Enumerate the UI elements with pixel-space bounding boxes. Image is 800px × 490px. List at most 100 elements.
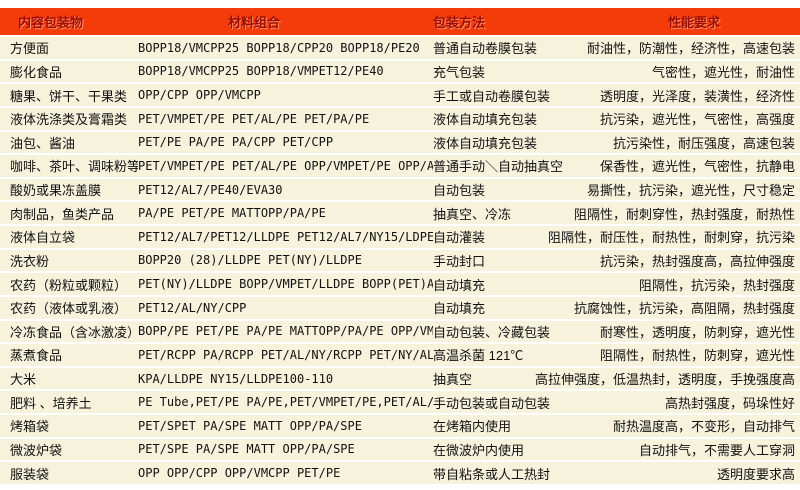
table-header: 内容包装物 材料组合 包装方法 性能要求 xyxy=(0,8,800,35)
cell-content-item: 大米 xyxy=(10,372,37,388)
cell-packaging-method: 在微波炉内使用 xyxy=(433,442,525,458)
cell-material-combination: PET12/AL7/PE40/EVA30 xyxy=(138,182,283,197)
cell-content-item: 糖果、饼干、干果类 xyxy=(10,88,128,104)
cell-material-combination: BOPP20 (28)/LLDPE PET(NY)/LLDPE xyxy=(138,253,362,268)
cell-material-combination: BOPP/PE PET/PE PA/PE MATTOPP/PA/PE OPP/V… xyxy=(138,324,433,339)
table-row: 烤箱袋 PET/SPET PA/SPE MATT OPP/PA/SPE 在烤箱内… xyxy=(0,415,800,437)
cell-content-item: 农药（粉粒或颗粒） xyxy=(10,277,128,293)
table-row: 方便面 BOPP18/VMCPP25 BOPP18/CPP20 BOPP18/P… xyxy=(0,37,800,59)
cell-performance-requirements: 耐寒性，透明度，防刺穿，遮光性 xyxy=(599,324,795,340)
cell-content-item: 液体洗涤类及膏霜类 xyxy=(10,112,128,128)
cell-content-item: 方便面 xyxy=(10,41,50,57)
table-row: 肥料 、培养土 PE Tube,PET/PE PA/PE,PET/VMPET/P… xyxy=(0,391,800,413)
cell-material-combination: PET/SPET PA/SPE MATT OPP/PA/SPE xyxy=(138,418,362,433)
table-row: 糖果、饼干、干果类 OPP/CPP OPP/VMCPP 手工或自动卷膜包装 透明… xyxy=(0,84,800,106)
cell-performance-requirements: 气密性，遮光性，耐油性 xyxy=(651,64,795,80)
cell-material-combination: PA/PE PET/PE MATTOPP/PA/PE xyxy=(138,206,326,221)
cell-material-combination: BOPP18/VMCPP25 BOPP18/CPP20 BOPP18/PE20 xyxy=(138,40,420,55)
table-row: 油包、酱油 PET/PE PA/PE PA/CPP PET/CPP 液体自动填充… xyxy=(0,131,800,154)
cell-performance-requirements: 易撕性，抗污染，遮光性，尺寸稳定 xyxy=(586,183,795,199)
cell-material-combination: PET(NY)/LLDPE BOPP/VMPET/LLDPE BOPP(PET)… xyxy=(138,277,433,292)
cell-content-item: 酸奶或果冻盖膜 xyxy=(10,183,102,199)
cell-material-combination: PET12/AL/NY/CPP xyxy=(138,300,247,315)
cell-packaging-method: 高温杀菌 121℃ xyxy=(433,348,524,364)
cell-performance-requirements: 透明度要求高 xyxy=(716,466,795,482)
cell-packaging-method: 手动包装或自动包装 xyxy=(433,395,551,411)
table-row: 液体自立袋 PET12/AL7/PET12/LLDPE PET12/AL7/NY… xyxy=(0,226,800,248)
cell-performance-requirements: 耐热温度高，不变形，自动排气 xyxy=(612,419,795,435)
header-col-item: 内容包装物 xyxy=(18,15,84,30)
cell-material-combination: PET/VMPET/PE PET/AL/PE OPP/VMPET/PE OPP/… xyxy=(138,158,433,173)
cell-packaging-method: 在烤箱内使用 xyxy=(433,419,512,435)
cell-content-item: 烤箱袋 xyxy=(10,419,50,435)
cell-packaging-method: 带自粘条或人工热封 xyxy=(433,466,551,482)
table-body: 方便面 BOPP18/VMCPP25 BOPP18/CPP20 BOPP18/P… xyxy=(0,37,800,484)
table-row: 液体洗涤类及膏霜类 PET/VMPET/PE PET/AL/PE PET/PA/… xyxy=(0,107,800,130)
cell-performance-requirements: 阻隔性，耐热性，防刺穿，遮光性 xyxy=(599,348,795,364)
cell-performance-requirements: 高热封强度，码垛性好 xyxy=(664,395,795,411)
cell-material-combination: PE Tube,PET/PE PA/PE,PET/VMPET/PE,PET/AL… xyxy=(138,395,433,410)
table-row: 酸奶或果冻盖膜 PET12/AL7/PE40/EVA30 自动包装 易撕性，抗污… xyxy=(0,178,800,201)
cell-performance-requirements: 透明度，光泽度，装潢性，经济性 xyxy=(599,88,795,104)
cell-content-item: 蒸煮食品 xyxy=(10,348,63,364)
cell-packaging-method: 液体自动填充包装 xyxy=(433,135,538,151)
cell-packaging-method: 普通手动＼自动抽真空 xyxy=(433,159,564,175)
cell-content-item: 农药（液体或乳液） xyxy=(10,301,128,317)
table-row: 洗衣粉 BOPP20 (28)/LLDPE PET(NY)/LLDPE 手动封口… xyxy=(0,249,800,272)
cell-performance-requirements: 阻隔性，耐压性，耐热性，耐刺穿，抗污染 xyxy=(547,230,795,246)
cell-packaging-method: 自动包装 xyxy=(433,183,486,199)
cell-content-item: 肥料 、培养土 xyxy=(10,395,92,411)
cell-packaging-method: 普通自动卷膜包装 xyxy=(433,41,538,57)
cell-performance-requirements: 抗污染，热封强度高，高拉伸强度 xyxy=(599,253,795,269)
cell-content-item: 液体自立袋 xyxy=(10,230,76,246)
table-row: 冷冻食品（含冰激凌） BOPP/PE PET/PE PA/PE MATTOPP/… xyxy=(0,320,800,343)
cell-material-combination: PET/PE PA/PE PA/CPP PET/CPP xyxy=(138,135,334,150)
cell-packaging-method: 抽真空、冷冻 xyxy=(433,206,512,222)
table-row: 服装袋 OPP OPP/CPP OPP/VMCPP PET/PE 带自粘条或人工… xyxy=(0,462,800,484)
cell-material-combination: PET/SPE PA/SPE MATT OPP/PA/SPE xyxy=(138,442,355,457)
cell-material-combination: PET12/AL7/PET12/LLDPE PET12/AL7/NY15/LDP… xyxy=(138,229,433,244)
cell-content-item: 肉制品，鱼类产品 xyxy=(10,206,115,222)
table-row: 微波炉袋 PET/SPE PA/SPE MATT OPP/PA/SPE 在微波炉… xyxy=(0,438,800,461)
cell-packaging-method: 抽真空 xyxy=(433,372,473,388)
cell-packaging-method: 手工或自动卷膜包装 xyxy=(433,88,551,104)
cell-packaging-method: 自动包装、冷藏包装 xyxy=(433,324,551,340)
cell-content-item: 冷冻食品（含冰激凌） xyxy=(10,324,138,340)
cell-content-item: 洗衣粉 xyxy=(10,253,50,269)
cell-material-combination: BOPP18/VMCPP25 BOPP18/VMPET12/PE40 xyxy=(138,64,384,79)
header-col-method: 包装方法 xyxy=(433,15,486,30)
cell-packaging-method: 自动填充 xyxy=(433,301,486,317)
cell-performance-requirements: 高拉伸强度，低温热封，透明度，手挽强度高 xyxy=(534,372,795,388)
cell-performance-requirements: 阻隔性，耐刺穿性，热封强度，耐热性 xyxy=(573,206,795,222)
cell-content-item: 膨化食品 xyxy=(10,64,63,80)
cell-performance-requirements: 抗腐蚀性，抗污染，高阻隔，热封强度 xyxy=(573,301,795,317)
cell-material-combination: PET/VMPET/PE PET/AL/PE PET/PA/PE xyxy=(138,111,370,126)
table-row: 农药（粉粒或颗粒） PET(NY)/LLDPE BOPP/VMPET/LLDPE… xyxy=(0,273,800,295)
cell-content-item: 服装袋 xyxy=(10,466,50,482)
table-row: 膨化食品 BOPP18/VMCPP25 BOPP18/VMPET12/PE40 … xyxy=(0,60,800,83)
cell-packaging-method: 手动封口 xyxy=(433,253,486,269)
table-row: 咖啡、茶叶、调味粉等 PET/VMPET/PE PET/AL/PE OPP/VM… xyxy=(0,155,800,177)
header-col-materials: 材料组合 xyxy=(228,15,281,30)
cell-content-item: 咖啡、茶叶、调味粉等 xyxy=(10,159,138,175)
table-row: 肉制品，鱼类产品 PA/PE PET/PE MATTOPP/PA/PE 抽真空、… xyxy=(0,202,800,224)
cell-performance-requirements: 抗污染性，耐压强度，高速包装 xyxy=(612,135,795,151)
cell-material-combination: OPP OPP/CPP OPP/VMCPP PET/PE xyxy=(138,466,341,481)
table-row: 蒸煮食品 PET/RCPP PA/RCPP PET/AL/NY/RCPP PET… xyxy=(0,344,800,366)
cell-performance-requirements: 阻隔性，抗污染，热封强度 xyxy=(638,277,795,293)
cell-material-combination: PET/RCPP PA/RCPP PET/AL/NY/RCPP PET/NY/A… xyxy=(138,347,433,362)
cell-packaging-method: 液体自动填充包装 xyxy=(433,112,538,128)
cell-performance-requirements: 保香性，遮光性，气密性，抗静电 xyxy=(599,159,795,175)
cell-packaging-method: 自动灌装 xyxy=(433,230,486,246)
cell-content-item: 微波炉袋 xyxy=(10,442,63,458)
cell-performance-requirements: 耐油性，防潮性，经济性，高速包装 xyxy=(586,41,795,57)
table-row: 大米 KPA/LLDPE NY15/LLDPE100-110 抽真空 高拉伸强度… xyxy=(0,367,800,390)
packaging-reference-table: 内容包装物 材料组合 包装方法 性能要求 方便面 BOPP18/VMCPP25 … xyxy=(0,8,800,484)
cell-content-item: 油包、酱油 xyxy=(10,135,76,151)
cell-performance-requirements: 抗污染，遮光性，气密性，高强度 xyxy=(599,112,795,128)
cell-performance-requirements: 自动排气，不需要人工穿洞 xyxy=(638,442,795,458)
table-row: 农药（液体或乳液） PET12/AL/NY/CPP 自动填充 抗腐蚀性，抗污染，… xyxy=(0,296,800,319)
cell-material-combination: KPA/LLDPE NY15/LLDPE100-110 xyxy=(138,371,334,386)
cell-packaging-method: 自动填充 xyxy=(433,277,486,293)
header-col-performance: 性能要求 xyxy=(667,15,720,30)
